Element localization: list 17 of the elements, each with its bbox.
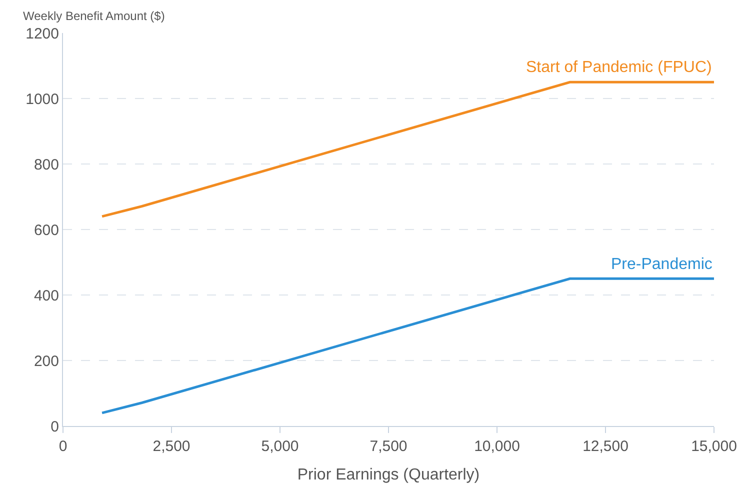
- y-tick-label: 400: [34, 287, 59, 304]
- x-tick-label: 15,000: [691, 438, 737, 455]
- y-tick-label: 0: [50, 418, 59, 436]
- y-tick-label: 1000: [26, 90, 59, 108]
- x-axis-title: Prior Earnings (Quarterly): [297, 466, 480, 484]
- series-label: Start of Pandemic (FPUC): [526, 59, 712, 76]
- y-axis-title: Weekly Benefit Amount ($): [23, 9, 165, 23]
- series-label: Pre-Pandemic: [611, 256, 712, 273]
- y-tick-label: 600: [34, 222, 59, 239]
- x-tick-label: 10,000: [474, 438, 520, 455]
- y-tick-label: 1200: [26, 25, 59, 42]
- y-tick-label: 800: [34, 156, 59, 174]
- x-tick-label: 2,500: [152, 438, 190, 455]
- x-tick-label: 12,500: [582, 438, 628, 455]
- x-tick-label: 5,000: [261, 438, 299, 455]
- y-tick-label: 200: [34, 352, 59, 370]
- x-tick-label: 7,500: [370, 438, 408, 455]
